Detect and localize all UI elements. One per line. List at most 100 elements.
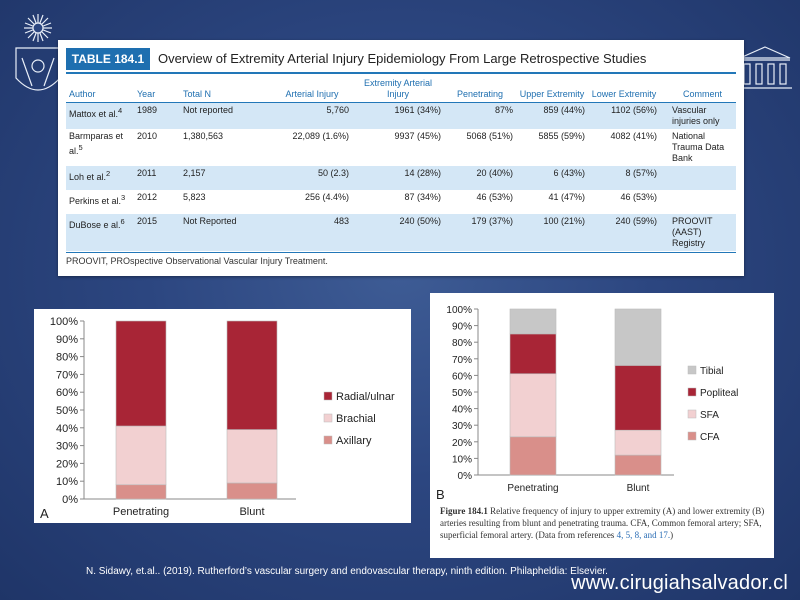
panel-label: B xyxy=(436,487,445,502)
reference-number: 5 xyxy=(78,143,83,152)
y-tick-label: 10% xyxy=(56,476,78,488)
y-tick-label: 20% xyxy=(56,458,78,470)
cell-total: Not reported xyxy=(180,102,272,129)
caption-text: Relative frequency of injury to upper ex… xyxy=(440,506,765,540)
cell-penetrating: 87% xyxy=(444,102,516,129)
cell-penetrating: 20 (40%) xyxy=(444,166,516,190)
reference-number: 4 xyxy=(118,106,123,115)
caption-refs: 4, 5, 8, and 17. xyxy=(616,530,671,540)
table-row: Barmparas et al.5 2010 1,380,563 22,089 … xyxy=(66,129,736,166)
cell-author: Mattox et al.4 xyxy=(66,102,134,129)
cell-author: Loh et al.2 xyxy=(66,166,134,190)
reference-number: 2 xyxy=(106,169,111,178)
legend-label: CFA xyxy=(700,432,720,443)
cell-arterial: 256 (4.4%) xyxy=(304,192,349,202)
cell-total: 5,823 xyxy=(183,192,206,202)
cell-total: Not Reported xyxy=(180,214,272,251)
y-tick-label: 50% xyxy=(56,405,78,417)
cell-lower: 46 (53%) xyxy=(620,192,657,202)
cell-comment: Vascular injuries only xyxy=(660,102,736,129)
col-year: Year xyxy=(134,76,180,103)
y-tick-label: 60% xyxy=(452,371,472,382)
bar-segment-cfa xyxy=(509,436,557,476)
cell-upper: 859 (44%) xyxy=(516,102,588,129)
reference-number: 3 xyxy=(121,193,126,202)
bar-segment-brachial xyxy=(226,429,278,484)
cell-upper: 5855 (59%) xyxy=(538,131,585,141)
epidemiology-table: Author Year Total N Arterial Injury Extr… xyxy=(66,76,736,251)
reference-number: 6 xyxy=(120,217,125,226)
y-tick-label: 0% xyxy=(62,494,78,506)
bar-segment-tibial xyxy=(614,308,662,366)
y-tick-label: 20% xyxy=(452,438,472,449)
table-title: Overview of Extremity Arterial Injury Ep… xyxy=(158,51,647,66)
bar-segment-cfa xyxy=(614,454,662,476)
cell-year: 1989 xyxy=(134,102,180,129)
col-extremity: Extremity Arterial Injury xyxy=(352,76,444,103)
cell-extremity: 14 (28%) xyxy=(352,166,444,190)
cell-arterial: 5,760 xyxy=(272,102,352,129)
legend-label: Tibial xyxy=(700,366,724,377)
bar-segment-popliteal xyxy=(614,365,662,431)
author-name: Barmparas et al. xyxy=(69,131,124,156)
y-tick-label: 70% xyxy=(56,369,78,381)
y-tick-label: 80% xyxy=(452,338,472,349)
bar-segment-radial-ulnar xyxy=(115,320,167,427)
legend-label: Brachial xyxy=(336,413,376,425)
bar-segment-popliteal xyxy=(509,333,557,375)
chart-lower-extremity: 0% 10% 20% 30% 40% 50% 60% 70% 80% 90% 100% Penetra… xyxy=(436,305,738,502)
y-tick-label: 50% xyxy=(452,388,472,399)
table-footnote: PROOVIT, PROspective Observational Vascu… xyxy=(66,252,736,266)
chart-upper-extremity: 0% 10% 20% 30% 40% 50% 60% 70% 80% 90% 100% Penetra… xyxy=(40,316,395,521)
cell-lower: 240 (59%) xyxy=(588,214,660,251)
cell-year: 2015 xyxy=(134,214,180,251)
caption-end: ) xyxy=(670,530,674,540)
table-row: DuBose e al.6 2015 Not Reported 483 240 … xyxy=(66,214,736,251)
cell-extremity: 1961 (34%) xyxy=(352,102,444,129)
cell-arterial: 22,089 (1.6%) xyxy=(292,131,349,141)
col-upper: Upper Extremity xyxy=(516,76,588,103)
cell-author: Barmparas et al.5 xyxy=(66,129,134,166)
cell-upper: 41 (47%) xyxy=(548,192,585,202)
cell-author: DuBose e al.6 xyxy=(66,214,134,251)
y-tick-label: 30% xyxy=(452,421,472,432)
col-lower: Lower Extremity xyxy=(588,76,660,103)
bar-segment-axillary xyxy=(226,482,278,500)
legend-swatch xyxy=(687,365,697,375)
y-tick-label: 40% xyxy=(452,405,472,416)
y-tick-label: 60% xyxy=(56,387,78,399)
table-row: Loh et al.2 2011 2,157 50 (2.3) 14 (28%)… xyxy=(66,166,736,190)
source-citation: N. Sidawy, et.al.. (2019). Rutherford’s … xyxy=(86,566,608,577)
legend-label: SFA xyxy=(700,410,719,421)
epidemiology-table-card: TABLE 184.1 Overview of Extremity Arteri… xyxy=(58,40,744,276)
x-tick-label: Penetrating xyxy=(507,483,558,494)
bar-segment-radial-ulnar xyxy=(226,320,278,430)
cell-upper: 6 (43%) xyxy=(516,166,588,190)
table-header-bar: TABLE 184.1 Overview of Extremity Arteri… xyxy=(66,48,736,74)
cell-year: 2012 xyxy=(137,192,158,202)
figure-caption: Figure 184.1 Relative frequency of injur… xyxy=(440,505,768,541)
cell-extremity: 9937 (45%) xyxy=(394,131,441,141)
cell-total: 2,157 xyxy=(180,166,272,190)
table-tag: TABLE 184.1 xyxy=(66,48,150,70)
col-penetrating: Penetrating xyxy=(444,76,516,103)
chart-upper-extremity-card: 0% 10% 20% 30% 40% 50% 60% 70% 80% 90% 100% Penetra… xyxy=(34,309,411,523)
cell-comment xyxy=(660,190,736,214)
x-tick-label: Blunt xyxy=(239,506,264,518)
legend-label: Popliteal xyxy=(700,388,738,399)
cell-penetrating: 5068 (51%) xyxy=(466,131,513,141)
bar-segment-tibial xyxy=(509,308,557,335)
building-logo xyxy=(738,46,792,89)
legend-label: Radial/ulnar xyxy=(336,391,395,403)
website-url[interactable]: www.cirugiahsalvador.cl xyxy=(571,572,788,594)
y-tick-label: 80% xyxy=(56,352,78,364)
cell-penetrating: 46 (53%) xyxy=(476,192,513,202)
legend-swatch xyxy=(687,387,697,397)
author-name: Loh et al. xyxy=(69,172,107,182)
cell-penetrating: 179 (37%) xyxy=(444,214,516,251)
cell-comment: National Trauma Data Bank xyxy=(672,131,725,163)
legend-swatch xyxy=(323,435,333,445)
bar-segment-sfa xyxy=(614,429,662,456)
x-tick-label: Penetrating xyxy=(113,506,169,518)
col-comment: Comment xyxy=(660,76,736,103)
